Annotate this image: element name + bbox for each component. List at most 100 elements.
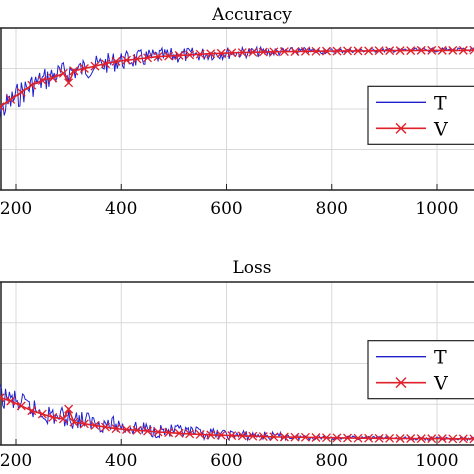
series-V-point-20 bbox=[185, 429, 195, 439]
series-V-point-41 bbox=[406, 46, 416, 56]
series-V-point-44 bbox=[437, 45, 447, 55]
series-V-point-37 bbox=[364, 46, 374, 56]
series-V-point-10 bbox=[79, 419, 89, 429]
series-V-point-14 bbox=[122, 425, 131, 434]
series-V-point-42 bbox=[416, 434, 426, 444]
series-V-point-38 bbox=[374, 433, 384, 443]
x-tick-label-3: 800 bbox=[316, 199, 348, 219]
series-V-point-37 bbox=[364, 433, 374, 443]
series-V-point-30 bbox=[290, 432, 300, 442]
series-V-point-28 bbox=[269, 47, 279, 57]
series-V-point-35 bbox=[343, 46, 352, 56]
legend-label-T: T bbox=[434, 92, 447, 114]
series-V-point-21 bbox=[195, 429, 205, 439]
legend: TV bbox=[367, 340, 474, 400]
series-V-point-9 bbox=[69, 66, 79, 76]
x-tick-label-3: 800 bbox=[316, 451, 348, 471]
legend-marker-V bbox=[395, 122, 407, 134]
series-V-point-14 bbox=[122, 55, 131, 65]
series-V-point-26 bbox=[248, 431, 258, 441]
series-V-point-40 bbox=[395, 434, 405, 443]
series-V-point-11 bbox=[90, 61, 100, 71]
x-tick-label-2: 600 bbox=[210, 451, 242, 471]
series-V-point-8 bbox=[64, 78, 74, 88]
series-V-point-30 bbox=[290, 47, 300, 57]
series-V-point-18 bbox=[164, 428, 174, 438]
series-V-point-27 bbox=[258, 432, 268, 441]
series-V-point-38 bbox=[374, 46, 384, 56]
series-V-point-5 bbox=[37, 75, 47, 85]
series-V-point-10 bbox=[79, 64, 89, 73]
legend-label-V: V bbox=[433, 373, 448, 395]
series-V-point-18 bbox=[164, 51, 174, 61]
series-V-point-31 bbox=[300, 432, 310, 442]
series-V-point-12 bbox=[101, 422, 110, 432]
chart-title: Loss bbox=[233, 258, 272, 278]
legend-marker-V bbox=[395, 377, 407, 389]
plot-area bbox=[0, 45, 474, 119]
series-V-point-34 bbox=[332, 433, 342, 443]
series-V-point-17 bbox=[153, 427, 163, 437]
x-tick-label-1: 400 bbox=[105, 451, 137, 471]
series-V-point-46 bbox=[458, 45, 468, 55]
series-V-point-9 bbox=[69, 417, 79, 427]
series-V-point-45 bbox=[448, 45, 458, 55]
series-V-point-20 bbox=[185, 50, 195, 60]
series-V-point-39 bbox=[385, 46, 395, 56]
series-V-point-22 bbox=[206, 430, 216, 440]
legend-box bbox=[367, 340, 474, 400]
series-V-point-6 bbox=[48, 73, 58, 83]
series-V-point-25 bbox=[237, 48, 247, 57]
series-V-point-12 bbox=[101, 59, 110, 69]
series-V-point-16 bbox=[143, 53, 153, 63]
series-V-point-16 bbox=[143, 426, 153, 436]
series-V-point-7 bbox=[58, 68, 68, 78]
series-V-point-4 bbox=[27, 80, 37, 90]
x-tick-label-0: 200 bbox=[0, 199, 32, 219]
x-tick-label-1: 400 bbox=[105, 199, 137, 219]
accuracy-panel: Accuracy 200 400 600 800 1000 TV bbox=[0, 5, 474, 219]
series-V-point-17 bbox=[153, 52, 163, 62]
series-V-point-33 bbox=[322, 46, 331, 56]
series-V-point-41 bbox=[406, 434, 416, 443]
x-tick-label-0: 200 bbox=[0, 451, 32, 471]
series-V-point-6 bbox=[48, 412, 58, 422]
x-tick-label-4: 1000 bbox=[415, 451, 458, 471]
series-V-point-19 bbox=[174, 50, 184, 60]
series-V-point-15 bbox=[132, 54, 142, 64]
series-V-point-31 bbox=[300, 46, 310, 56]
series-V-point-1 bbox=[0, 393, 5, 403]
series-V-point-13 bbox=[111, 56, 121, 66]
series-V-point-3 bbox=[16, 87, 26, 97]
series-V-point-35 bbox=[343, 433, 352, 443]
series-V-point-3 bbox=[16, 401, 26, 411]
series-V-point-23 bbox=[216, 48, 226, 58]
x-tick-label-4: 1000 bbox=[415, 199, 458, 219]
chart-title: Accuracy bbox=[211, 5, 292, 25]
series-V-point-46 bbox=[458, 434, 468, 444]
series-V-point-8 bbox=[64, 404, 74, 414]
series-V-point-2 bbox=[6, 95, 16, 104]
series-V-point-34 bbox=[332, 46, 342, 56]
series-V-point-11 bbox=[90, 420, 100, 430]
series-V-point-4 bbox=[27, 406, 37, 416]
series-V-point-23 bbox=[216, 430, 226, 440]
series-V-point-32 bbox=[311, 433, 321, 442]
series-V-point-24 bbox=[227, 431, 237, 441]
series-V-point-22 bbox=[206, 49, 216, 59]
series-V-point-33 bbox=[322, 433, 331, 443]
series-V-point-21 bbox=[195, 49, 205, 59]
series-V-point-36 bbox=[353, 46, 363, 56]
series-V-point-24 bbox=[227, 48, 237, 58]
series-V-point-28 bbox=[269, 432, 279, 442]
x-tick-label-2: 600 bbox=[210, 199, 242, 219]
series-V-point-15 bbox=[132, 425, 142, 435]
series-V-point-40 bbox=[395, 46, 405, 56]
series-V-point-44 bbox=[437, 434, 447, 444]
series-V-point-29 bbox=[279, 47, 289, 57]
series-V-point-43 bbox=[427, 45, 437, 55]
series-V-point-27 bbox=[258, 47, 268, 57]
legend-label-T: T bbox=[434, 347, 447, 369]
series-V-point-25 bbox=[237, 431, 247, 441]
